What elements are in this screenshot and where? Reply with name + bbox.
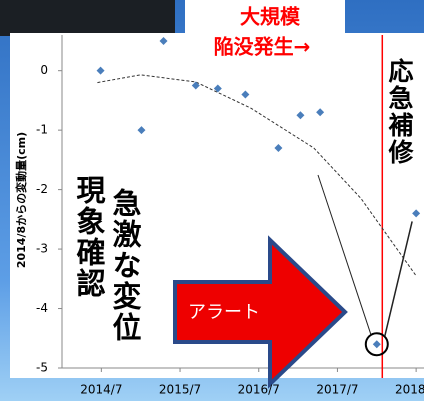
chart: 2014/8からの変動量(cm) 大規模 陥没発生→ アラート 0 -1 -2 -3 -… xyxy=(0,0,424,401)
annotation: アラート xyxy=(188,302,260,323)
x-tick-label: 2017/7 xyxy=(316,383,358,397)
x-tick-label: 2018/7 xyxy=(395,383,424,397)
y-tick-label: -3 xyxy=(36,242,48,256)
y-tick-label: -5 xyxy=(36,361,48,375)
x-tick-label: 2014/7 xyxy=(80,383,122,397)
photo xyxy=(0,0,175,36)
y-tick-label: 0 xyxy=(40,63,48,77)
annotation: 現象確認 xyxy=(68,175,110,299)
x-tick-label: 2016/7 xyxy=(238,383,280,397)
annotation: 陥没発生→ xyxy=(214,35,311,59)
y-tick-label: -1 xyxy=(36,123,48,137)
annotation: 応急補修 xyxy=(381,58,417,166)
x-tick-label: 2015/7 xyxy=(159,383,201,397)
y-tick-label: -4 xyxy=(36,301,48,315)
annotation: 急激な変位 xyxy=(110,188,139,343)
slide: 2014/8からの変動量(cm) 大規模 陥没発生→ アラート 0 -1 -2 -3 -… xyxy=(0,0,424,401)
annotation: 大規模 xyxy=(240,5,301,29)
y-axis-label: 2014/8からの変動量(cm) xyxy=(14,132,28,268)
y-tick-label: -2 xyxy=(36,182,48,196)
